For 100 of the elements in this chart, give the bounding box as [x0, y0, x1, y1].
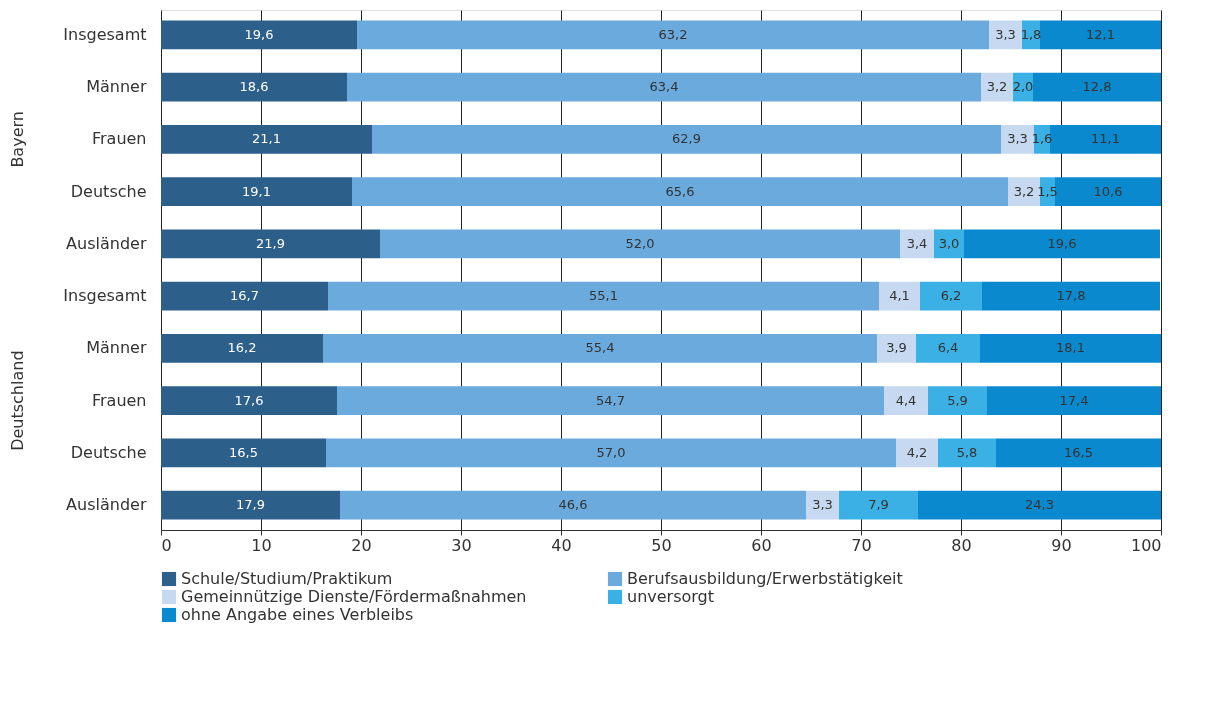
- bar: [1008, 177, 1040, 206]
- data-label: 63,4: [649, 79, 679, 95]
- data-label: 11,1: [1091, 131, 1120, 147]
- data-label: 18,1: [1056, 340, 1085, 356]
- bar: [1055, 177, 1161, 206]
- data-label: 4,4: [895, 392, 917, 408]
- bar: [161, 334, 323, 363]
- bar: [161, 386, 337, 416]
- x-tick-label: 60: [751, 535, 772, 555]
- data-label: 55,1: [589, 288, 618, 304]
- bar: [982, 281, 1160, 311]
- data-label: 17,8: [1056, 288, 1086, 304]
- y-tick-label: Insgesamt: [63, 24, 147, 44]
- bar: [323, 334, 877, 363]
- x-tick-label: 80: [951, 535, 972, 555]
- y-tick-label: Ausländer: [66, 495, 147, 515]
- bar: [1033, 72, 1161, 102]
- legend-label: Gemeinnützige Dienste/Fördermaßnahmen: [181, 587, 527, 606]
- x-tick-label: 30: [451, 535, 472, 555]
- text: Bayern: [8, 111, 27, 168]
- data-label: 3,3: [1007, 131, 1028, 147]
- bar: [161, 281, 328, 311]
- data-label: 17,6: [234, 392, 264, 408]
- legend-label: Schule/Studium/Praktikum: [181, 569, 393, 588]
- x-tick-label: 10: [251, 535, 272, 555]
- data-label: 21,9: [256, 235, 285, 251]
- bar: [896, 438, 938, 468]
- bar: [806, 490, 839, 520]
- legend-label: Berufsausbildung/Erwerbstätigkeit: [627, 569, 903, 588]
- bar: [340, 490, 806, 520]
- bar: [996, 438, 1161, 468]
- bar: [161, 177, 352, 206]
- y-tick-label: Frauen: [91, 129, 147, 149]
- data-label: 10,6: [1093, 183, 1123, 199]
- data-label: 3,9: [886, 340, 907, 356]
- y-tick-label: Männer: [86, 77, 147, 97]
- data-label: 3,4: [906, 235, 928, 251]
- data-label: 5,8: [956, 444, 978, 460]
- bar: [328, 281, 879, 311]
- legend-label: unversorgt: [627, 587, 715, 606]
- data-label: 54,7: [596, 392, 625, 408]
- bar: [161, 438, 326, 468]
- x-tick-label: 40: [551, 535, 572, 555]
- data-label: 17,4: [1059, 392, 1089, 408]
- data-label: 46,6: [558, 497, 588, 513]
- bar: [380, 229, 900, 259]
- bar: [839, 490, 918, 520]
- bar: [347, 72, 981, 102]
- bar: [980, 334, 1161, 363]
- bar: [938, 438, 996, 468]
- bar: [357, 20, 989, 50]
- data-label: 6,4: [937, 340, 959, 356]
- data-label: 24,3: [1025, 497, 1054, 513]
- y-tick-label: Männer: [86, 338, 147, 358]
- y-tick-label: Deutsche: [70, 181, 147, 201]
- data-label: 63,2: [658, 26, 688, 42]
- data-label: 4,1: [889, 288, 910, 304]
- bar: [161, 229, 380, 259]
- data-label: 3,3: [995, 26, 1016, 42]
- data-label: 57,0: [596, 444, 626, 460]
- bar: [987, 386, 1161, 416]
- bar: [1040, 20, 1161, 50]
- data-label: 7,9: [868, 497, 889, 513]
- bar: [161, 124, 372, 154]
- bar: [352, 177, 1008, 206]
- data-label: 16,5: [229, 444, 258, 460]
- data-label: 4,2: [906, 444, 928, 460]
- data-label: 6,2: [940, 288, 962, 304]
- bar: [161, 490, 340, 520]
- bar: [884, 386, 928, 416]
- bar: [326, 438, 896, 468]
- data-label: 16,2: [227, 340, 257, 356]
- x-tick-label: 100: [1130, 535, 1162, 555]
- data-label: 16,5: [1064, 444, 1093, 460]
- data-label: 21,1: [252, 131, 281, 147]
- data-label: 3,2: [986, 79, 1008, 95]
- y-tick-label: Insgesamt: [63, 286, 147, 306]
- x-tick-label: 20: [351, 535, 372, 555]
- bar: [161, 20, 357, 50]
- data-label: 62,9: [672, 131, 701, 147]
- data-label: 16,7: [230, 288, 259, 304]
- y-tick-label: Deutsche: [70, 442, 147, 462]
- bar: [916, 334, 980, 363]
- bar: [337, 386, 884, 416]
- data-label: 12,1: [1086, 26, 1115, 42]
- data-label: 5,9: [947, 392, 968, 408]
- bar: [1001, 124, 1034, 154]
- data-label: 52,0: [625, 235, 655, 251]
- bar: [934, 229, 964, 259]
- data-label: 1,8: [1020, 26, 1042, 42]
- bar: [877, 334, 916, 363]
- data-label: 55,4: [585, 340, 615, 356]
- text: Deutschland: [8, 350, 27, 451]
- bar: [900, 229, 934, 259]
- x-tick-label: 50: [651, 535, 672, 555]
- bar: [964, 229, 1160, 259]
- data-label: 3,2: [1013, 183, 1035, 199]
- data-label: 12,8: [1082, 79, 1112, 95]
- bar: [989, 20, 1022, 50]
- data-label: 19,1: [242, 183, 271, 199]
